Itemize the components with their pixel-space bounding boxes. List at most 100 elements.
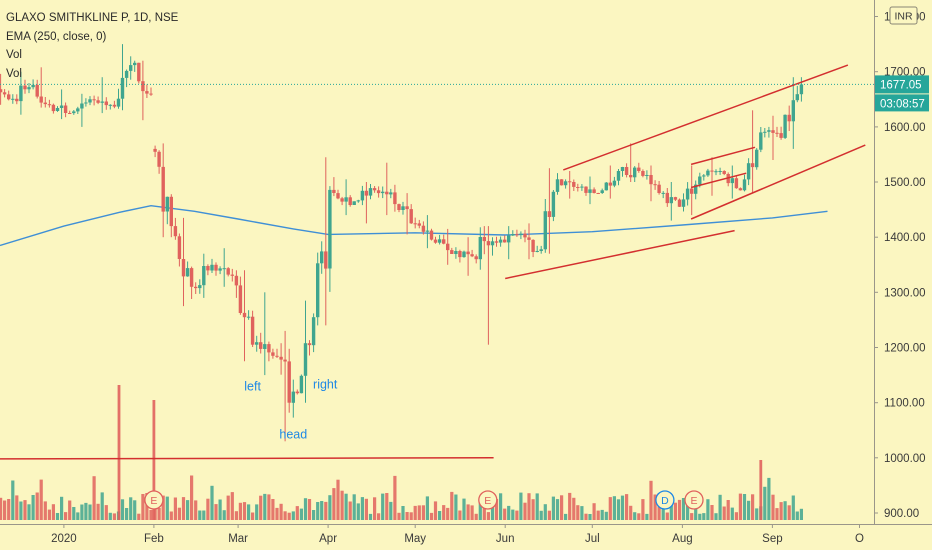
pattern-annotation[interactable]: left — [244, 380, 261, 394]
volume-bar — [710, 505, 714, 520]
earnings-marker[interactable] — [684, 490, 704, 510]
volume-bar — [385, 493, 389, 520]
volume-bar — [263, 493, 267, 520]
candle-body — [592, 189, 596, 193]
volume-indicator-label[interactable]: Vol — [6, 67, 22, 80]
price-tick-label: 1500.00 — [884, 177, 926, 189]
volume-bar — [259, 495, 263, 520]
volume-bar — [336, 479, 340, 520]
plot-area[interactable] — [0, 0, 874, 524]
candle-body — [238, 285, 243, 313]
candle-body — [665, 192, 669, 204]
volume-bar — [763, 486, 767, 520]
volume-bar — [377, 513, 381, 520]
volume-bar — [397, 512, 401, 520]
candle-body — [344, 197, 348, 202]
trendline[interactable] — [690, 146, 756, 166]
currency-badge[interactable] — [889, 6, 918, 25]
candle-body — [112, 104, 117, 107]
candle-body — [523, 233, 527, 238]
volume-bar — [555, 499, 560, 520]
candle-body — [555, 179, 560, 192]
trendline[interactable] — [0, 457, 494, 460]
candle-body — [84, 102, 88, 104]
volume-bar — [454, 494, 458, 520]
dividend-marker[interactable] — [655, 490, 675, 510]
volume-bar — [287, 512, 291, 520]
earnings-marker[interactable] — [478, 490, 498, 510]
candle-body — [324, 251, 328, 269]
volume-bar — [767, 477, 771, 520]
trendline[interactable] — [690, 172, 747, 189]
volume-bar — [429, 512, 434, 520]
volume-bar — [373, 497, 377, 520]
volume-bar — [600, 509, 604, 520]
trendline[interactable] — [690, 144, 866, 220]
candle-body — [563, 181, 568, 186]
trendline[interactable] — [563, 64, 849, 171]
candle-body — [750, 163, 755, 168]
trendline[interactable] — [505, 229, 735, 280]
volume-bar — [466, 504, 470, 520]
candle-body — [267, 344, 271, 353]
candle-body — [706, 170, 710, 176]
volume-bar — [677, 499, 682, 520]
candle-body — [149, 93, 153, 95]
volume-bar — [405, 512, 409, 520]
candle-body — [299, 375, 304, 394]
volume-bar — [255, 504, 259, 520]
volume-bar — [291, 511, 295, 520]
volume-bar — [592, 503, 596, 520]
volume-bar — [547, 510, 551, 520]
candle-body — [332, 189, 336, 193]
volume-bar — [169, 511, 173, 520]
volume-spike-bar — [759, 460, 763, 520]
volume-bar — [222, 510, 226, 520]
candle-body — [543, 211, 547, 250]
ema-indicator-label[interactable]: EMA (250, close, 0) — [6, 30, 107, 43]
candle-body — [462, 251, 466, 258]
price-tick-label: 1200.00 — [884, 343, 926, 355]
volume-bar — [511, 509, 515, 520]
candle-body — [129, 65, 133, 71]
price-tick-label: 900.00 — [884, 508, 919, 520]
candle-body — [511, 234, 515, 236]
time-tick-label: Sep — [762, 533, 782, 545]
volume-bar — [161, 495, 165, 520]
candle-body — [137, 62, 141, 82]
candle-body — [120, 77, 125, 99]
candle-body — [68, 113, 72, 114]
volume-bar — [572, 497, 576, 520]
bar-countdown-value: 03:08:57 — [880, 98, 925, 110]
candle-body — [116, 98, 121, 107]
volume-bar — [747, 500, 751, 520]
candle-body — [507, 235, 511, 243]
pattern-annotation[interactable]: head — [279, 428, 307, 442]
pattern-annotation[interactable]: right — [313, 377, 338, 391]
candle-body — [23, 85, 27, 90]
candle-body — [568, 181, 572, 183]
time-axis[interactable] — [0, 524, 932, 550]
candle-body — [63, 105, 68, 113]
symbol-title[interactable]: GLAXO SMITHKLINE P, 1D, NSE — [6, 12, 179, 24]
volume-bar — [68, 500, 72, 520]
volume-bar — [120, 499, 125, 520]
earnings-marker[interactable] — [144, 490, 164, 510]
volume-bar — [783, 501, 787, 520]
candle-body — [31, 84, 35, 88]
volume-bar — [730, 507, 734, 520]
volume-bar — [96, 503, 100, 520]
volume-bar — [470, 505, 474, 520]
candle-body — [722, 171, 726, 174]
candle-body — [287, 361, 291, 403]
candle-body — [218, 268, 222, 271]
candle-body — [702, 175, 706, 177]
volume-spike-bar — [117, 385, 121, 520]
candle-body — [531, 239, 535, 252]
candle-body — [381, 191, 385, 194]
volume-indicator-label[interactable]: Vol — [6, 49, 22, 61]
volume-spike-bar — [152, 400, 156, 520]
volume-bar — [320, 501, 324, 520]
volume-bar — [23, 500, 27, 520]
